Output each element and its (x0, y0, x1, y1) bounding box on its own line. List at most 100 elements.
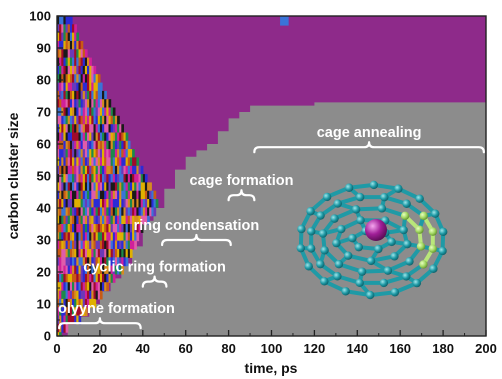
mosaic-cell (125, 249, 129, 258)
mosaic-cell (91, 174, 94, 183)
mosaic-cell (127, 157, 131, 167)
mosaic-cell (67, 249, 71, 258)
mosaic-cell (80, 207, 84, 217)
mosaic-cell (82, 265, 86, 275)
mosaic-cell (114, 149, 118, 158)
mosaic-cell (99, 290, 103, 300)
mosaic-cell (89, 257, 92, 267)
mosaic-cell (61, 190, 64, 200)
mosaic-cell (69, 290, 73, 300)
x-tick-label: 80 (221, 341, 235, 356)
mosaic-cell (72, 49, 75, 59)
mosaic-cell (99, 90, 103, 100)
mosaic-cell (78, 157, 82, 167)
mosaic-cell (69, 157, 73, 167)
mosaic-cell (67, 149, 71, 158)
mosaic-cell (112, 140, 116, 150)
mosaic-cell (65, 157, 69, 167)
mosaic-cell (63, 215, 67, 225)
phase-brace (161, 233, 232, 247)
mosaic-cell (69, 273, 73, 283)
mosaic-cell (114, 157, 118, 167)
mosaic-cell (97, 140, 101, 150)
mosaic-cell (76, 290, 79, 300)
cage-atom (405, 257, 414, 266)
mosaic-cell (136, 199, 140, 208)
cage-atom (439, 227, 448, 237)
mosaic-cell (67, 215, 71, 225)
mosaic-cell (106, 240, 109, 250)
mosaic-cell (106, 157, 109, 167)
mosaic-cell (89, 74, 92, 84)
mosaic-cell (69, 315, 73, 325)
mosaic-cell (119, 215, 122, 225)
cage-atom (394, 184, 403, 193)
mosaic-cell (129, 199, 133, 208)
mosaic-cell (72, 224, 75, 233)
mosaic-cell (104, 140, 107, 150)
mosaic-cell (65, 107, 69, 117)
mosaic-cell (93, 82, 97, 92)
mosaic-cell (59, 332, 62, 336)
mosaic-cell (91, 207, 94, 217)
mosaic-cell (136, 232, 140, 242)
mosaic-cell (97, 115, 101, 125)
mosaic-cell (67, 273, 71, 283)
mosaic-cell (114, 232, 118, 242)
mosaic-cell (65, 90, 69, 100)
mosaic-cell (110, 199, 114, 208)
mosaic-cell (95, 199, 99, 208)
mosaic-cell (87, 290, 90, 300)
mosaic-cell (136, 215, 140, 225)
mosaic-cell (104, 232, 107, 242)
mosaic-cell (69, 182, 73, 192)
mosaic-cell (59, 240, 62, 250)
mosaic-cell (76, 57, 79, 67)
mosaic-cell (72, 57, 75, 67)
mosaic-cell (67, 140, 71, 150)
mosaic-cell (91, 157, 94, 167)
cage-atom (390, 252, 399, 261)
mosaic-cell (76, 182, 79, 192)
mosaic-cell (106, 249, 109, 258)
mosaic-cell (74, 249, 77, 258)
mosaic-cell (121, 165, 124, 175)
mosaic-cell (95, 149, 99, 158)
mosaic-cell (134, 182, 137, 192)
mosaic-cell (97, 174, 101, 183)
mosaic-cell (114, 190, 118, 200)
cage-atom (296, 243, 305, 253)
mosaic-cell (61, 232, 64, 242)
mosaic-cell (74, 115, 77, 125)
mosaic-cell (112, 157, 116, 167)
mosaic-cell (97, 82, 101, 92)
mosaic-cell (95, 90, 99, 100)
mosaic-cell (117, 124, 120, 134)
mosaic-cell (76, 74, 79, 84)
mosaic-cell (121, 190, 124, 200)
mosaic-cell (65, 315, 69, 325)
mosaic-cell (57, 41, 60, 50)
mosaic-cell (63, 249, 67, 258)
mosaic-cell (63, 41, 67, 50)
mosaic-cell (89, 273, 92, 283)
mosaic-cell (76, 307, 79, 317)
mosaic-cell (119, 257, 122, 267)
mosaic-cell (80, 132, 84, 142)
mosaic-cell (72, 24, 75, 34)
mosaic-cell (67, 232, 71, 242)
mosaic-cell (102, 182, 105, 192)
mosaic-cell (114, 182, 118, 192)
mosaic-cell (57, 307, 60, 317)
mosaic-cell (106, 99, 109, 109)
mosaic-cell (127, 240, 131, 250)
mosaic-cell (78, 315, 82, 325)
mosaic-cell (67, 124, 71, 134)
mosaic-cell (119, 232, 122, 242)
mosaic-cell (67, 307, 71, 317)
mosaic-cell (65, 182, 69, 192)
mosaic-cell (134, 174, 137, 183)
mosaic-cell (119, 224, 122, 233)
mosaic-cell (61, 224, 64, 233)
mosaic-cell (91, 82, 94, 92)
